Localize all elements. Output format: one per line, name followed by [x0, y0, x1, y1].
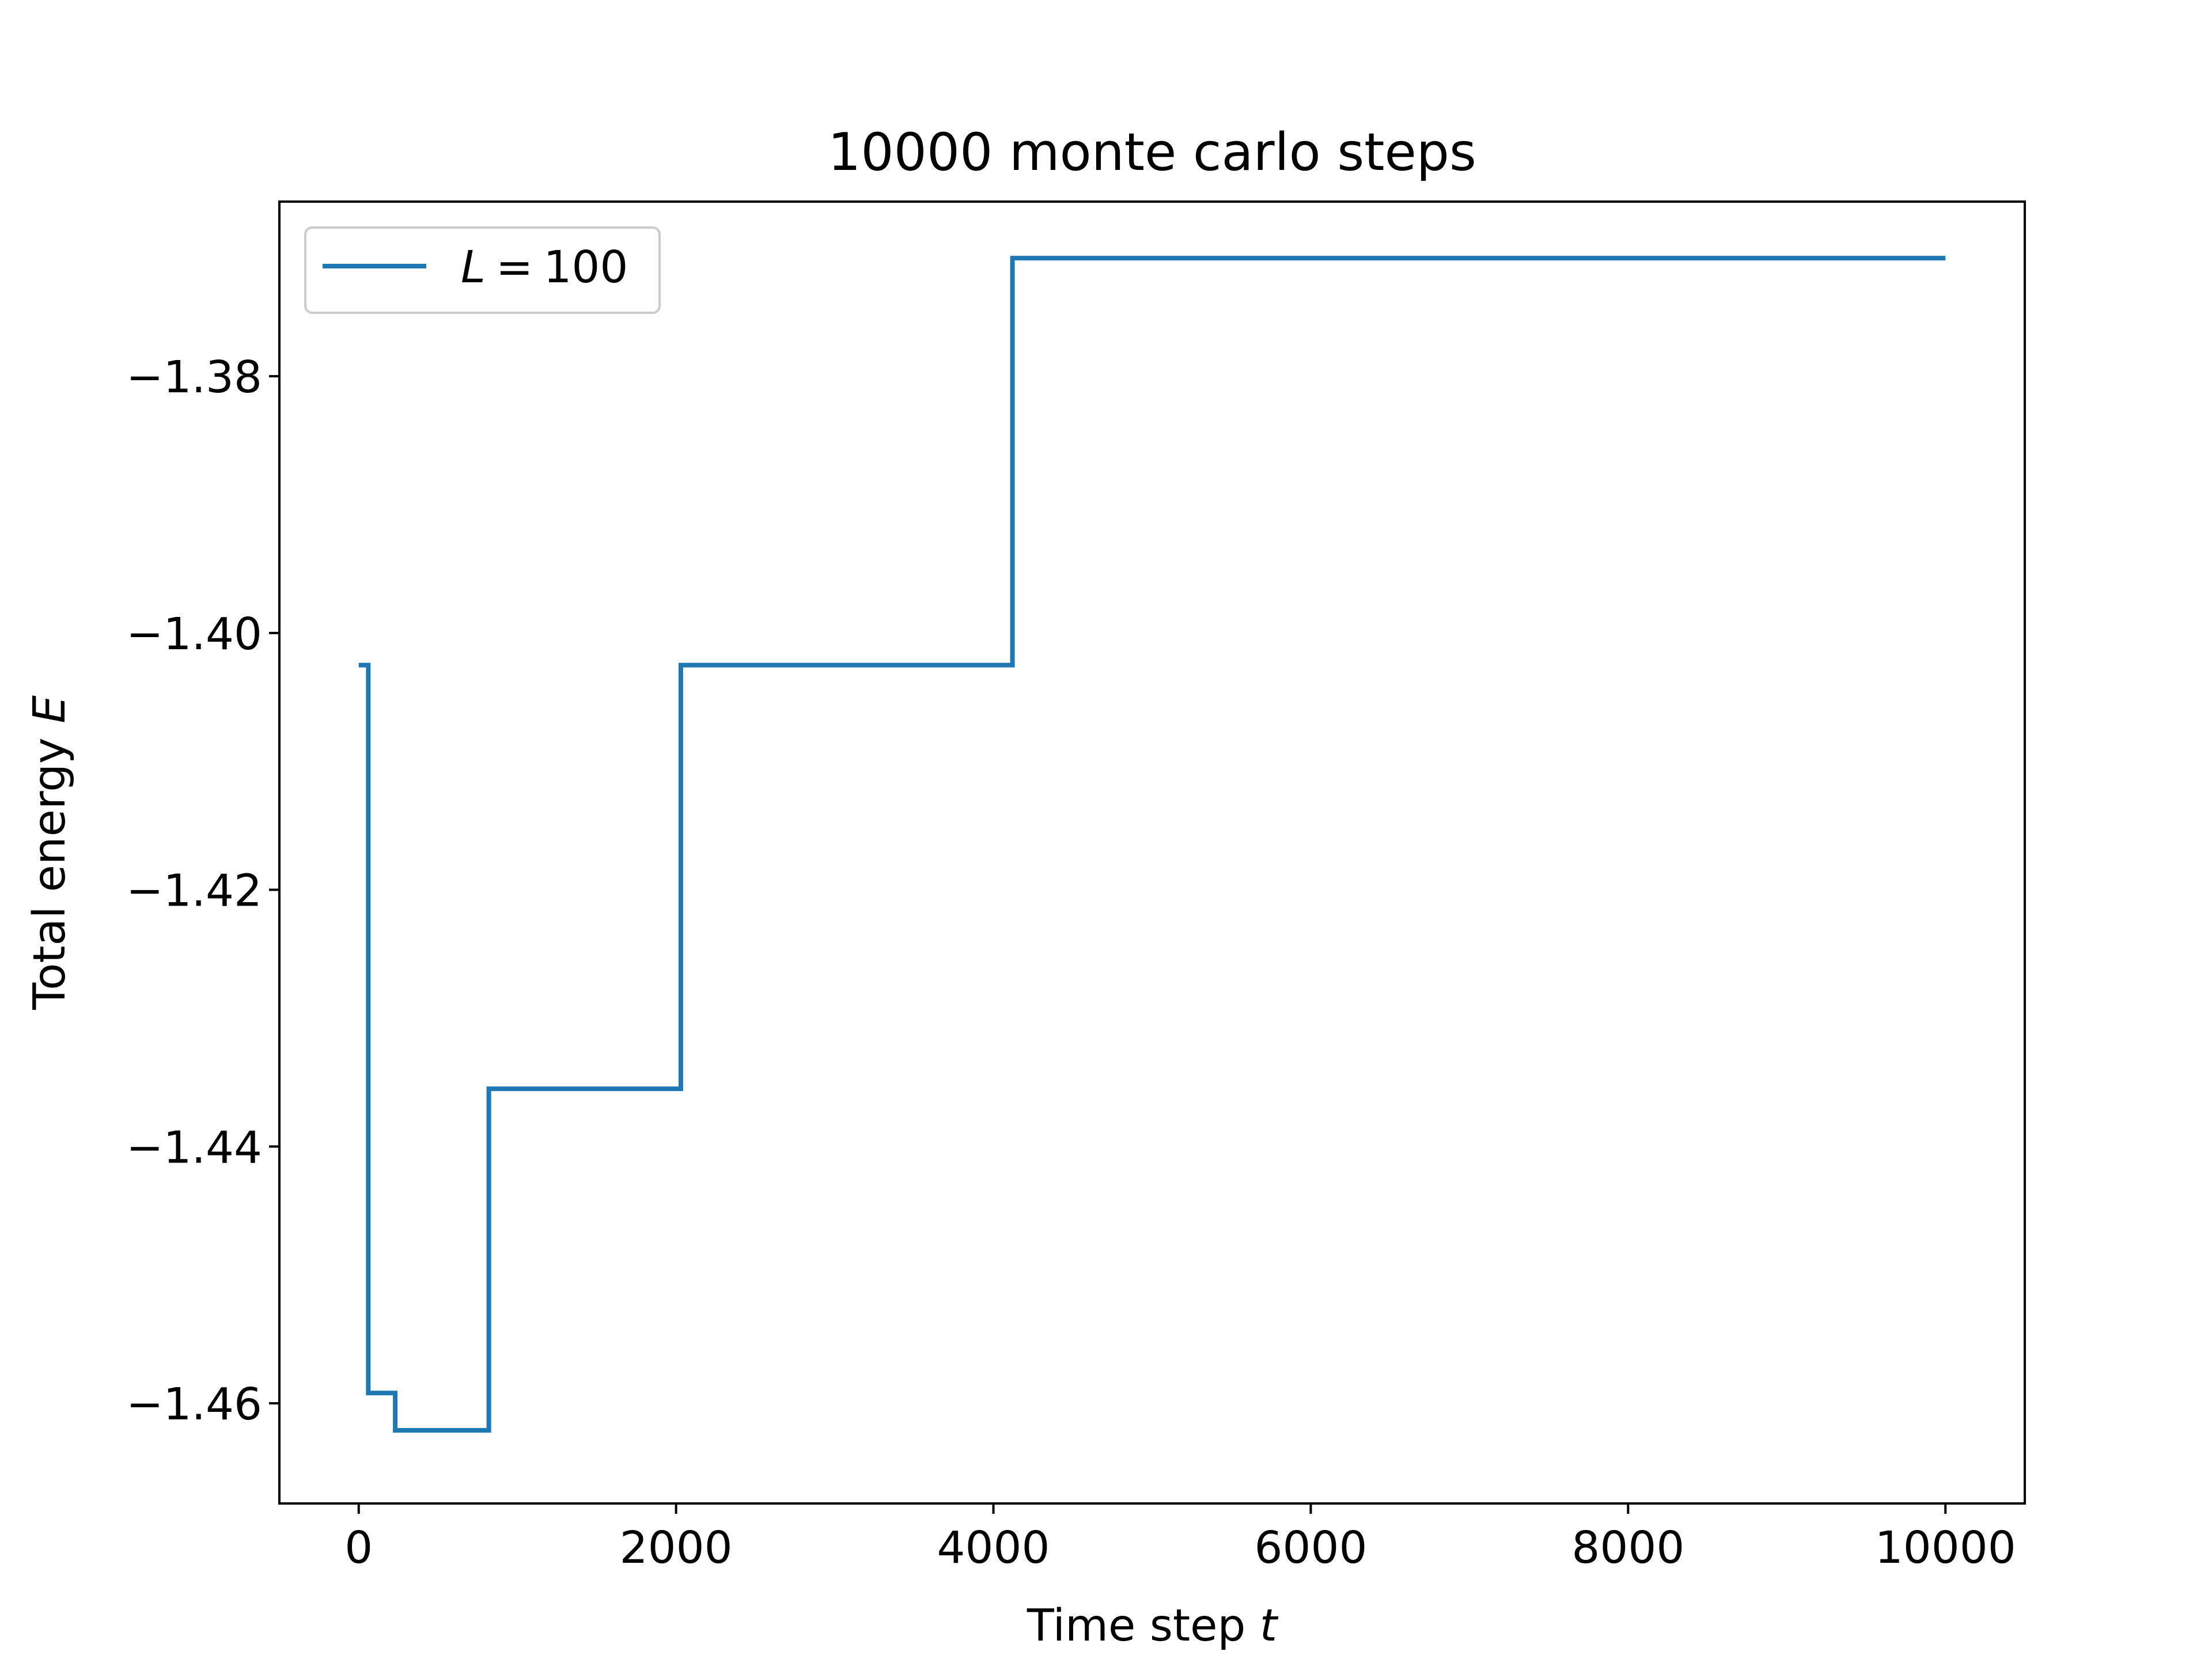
x-axis-label-text: Time step	[1027, 1600, 1260, 1652]
plot-frame	[278, 200, 2026, 1505]
plot-background	[279, 202, 2025, 1503]
x-tick-label: 10000	[1875, 1522, 2016, 1574]
x-tick-label: 6000	[1254, 1522, 1367, 1574]
x-tick-label: 4000	[937, 1522, 1050, 1574]
x-axis-label: Time step t	[1027, 1600, 1279, 1652]
series-line	[358, 256, 1946, 1433]
legend-entry: L = 100	[461, 242, 628, 293]
y-tick-label: −1.42	[126, 866, 262, 917]
y-axis-ticks: −1.46 −1.44 −1.42 −1.40 −1.38	[126, 352, 279, 1430]
legend-entry-equals: =	[496, 242, 533, 293]
y-axis-label-text: Total energy	[24, 724, 75, 1010]
series-layer	[358, 256, 1946, 1433]
x-axis-label-variable: t	[1260, 1600, 1279, 1652]
y-tick-label: −1.46	[126, 1379, 262, 1430]
plot-area	[278, 200, 2026, 1505]
x-tick-label: 8000	[1571, 1522, 1684, 1574]
y-tick-label: −1.44	[126, 1122, 262, 1173]
legend: L = 100	[304, 226, 661, 314]
x-tick-label: 2000	[620, 1522, 733, 1574]
legend-entry-value: 100	[543, 242, 628, 293]
x-axis-ticks: 0 2000 4000 6000 8000 10000	[344, 1503, 2016, 1574]
y-axis-label: Total energy E	[24, 695, 75, 1010]
y-axis-label-variable: E	[24, 695, 75, 724]
legend-entry-variable: L	[461, 242, 486, 293]
legend-box	[304, 226, 661, 314]
x-tick-label: 0	[344, 1522, 373, 1574]
y-tick-label: −1.40	[126, 609, 262, 660]
y-tick-label: −1.38	[126, 352, 262, 403]
chart-title: 10000 monte carlo steps	[828, 122, 1476, 183]
